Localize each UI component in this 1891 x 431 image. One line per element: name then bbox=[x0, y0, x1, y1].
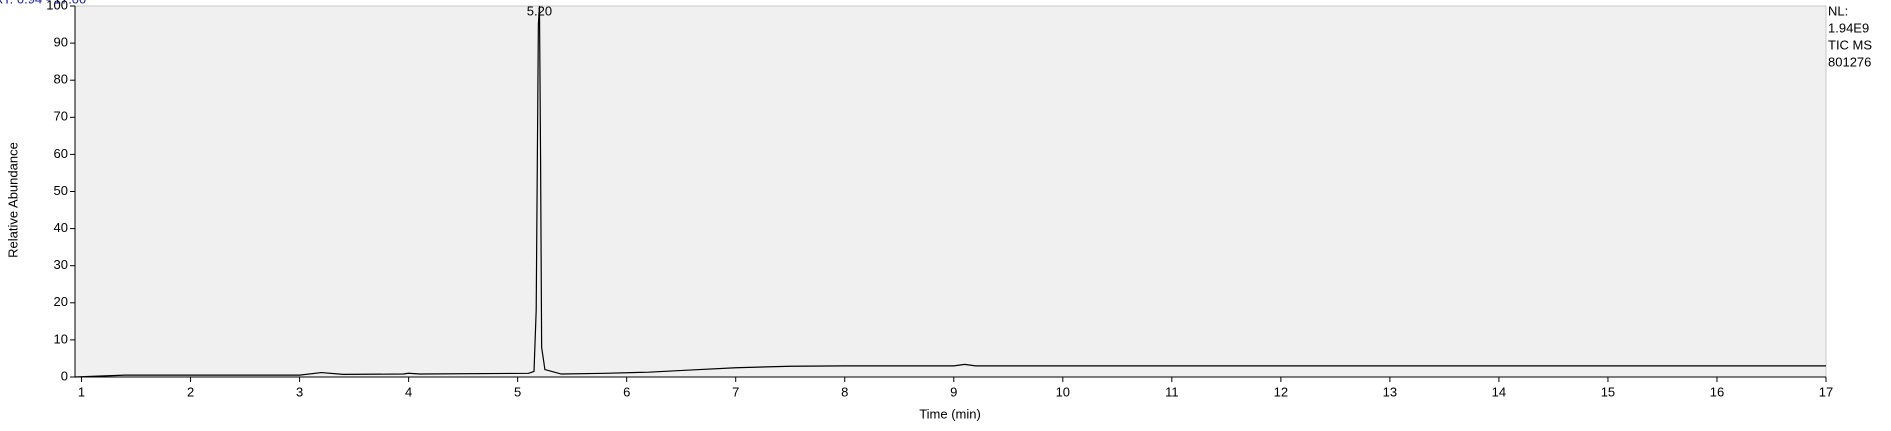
x-axis-label: Time (min) bbox=[919, 406, 981, 421]
x-tick-label: 13 bbox=[1383, 384, 1397, 399]
x-tick-label: 7 bbox=[732, 384, 739, 399]
y-axis-label: Relative Abundance bbox=[5, 142, 20, 258]
info-text: 801276 bbox=[1828, 54, 1871, 69]
x-tick-label: 1 bbox=[78, 384, 85, 399]
x-tick-label: 2 bbox=[187, 384, 194, 399]
y-tick-label: 80 bbox=[54, 72, 68, 87]
y-tick-label: 10 bbox=[54, 331, 68, 346]
x-tick-label: 6 bbox=[623, 384, 630, 399]
x-tick-label: 5 bbox=[514, 384, 521, 399]
peak-label: 5.20 bbox=[527, 3, 552, 18]
x-tick-label: 9 bbox=[950, 384, 957, 399]
y-tick-label: 20 bbox=[54, 294, 68, 309]
x-tick-label: 3 bbox=[296, 384, 303, 399]
x-tick-label: 12 bbox=[1274, 384, 1288, 399]
info-text: TIC MS bbox=[1828, 37, 1872, 52]
x-tick-label: 8 bbox=[841, 384, 848, 399]
trace bbox=[74, 5, 1826, 378]
x-tick-label: 17 bbox=[1819, 384, 1833, 399]
range-label: RT: 0.94 - 17.00 bbox=[0, 0, 86, 6]
plot-area bbox=[74, 5, 1827, 378]
y-tick-label: 50 bbox=[54, 183, 68, 198]
y-tick-label: 60 bbox=[54, 146, 68, 161]
info-text: NL: bbox=[1828, 3, 1848, 18]
x-tick-label: 4 bbox=[405, 384, 412, 399]
info-text: 1.94E9 bbox=[1828, 20, 1869, 35]
x-tick-label: 15 bbox=[1601, 384, 1615, 399]
y-tick-label: 70 bbox=[54, 109, 68, 124]
x-tick-label: 14 bbox=[1492, 384, 1506, 399]
y-tick-label: 0 bbox=[61, 368, 68, 383]
y-tick-label: 100 bbox=[46, 0, 68, 12]
y-tick-label: 30 bbox=[54, 257, 68, 272]
x-tick-label: 10 bbox=[1056, 384, 1070, 399]
x-tick-label: 11 bbox=[1165, 384, 1179, 399]
y-tick-label: 90 bbox=[54, 35, 68, 50]
y-tick-label: 40 bbox=[54, 220, 68, 235]
x-tick-label: 16 bbox=[1710, 384, 1724, 399]
